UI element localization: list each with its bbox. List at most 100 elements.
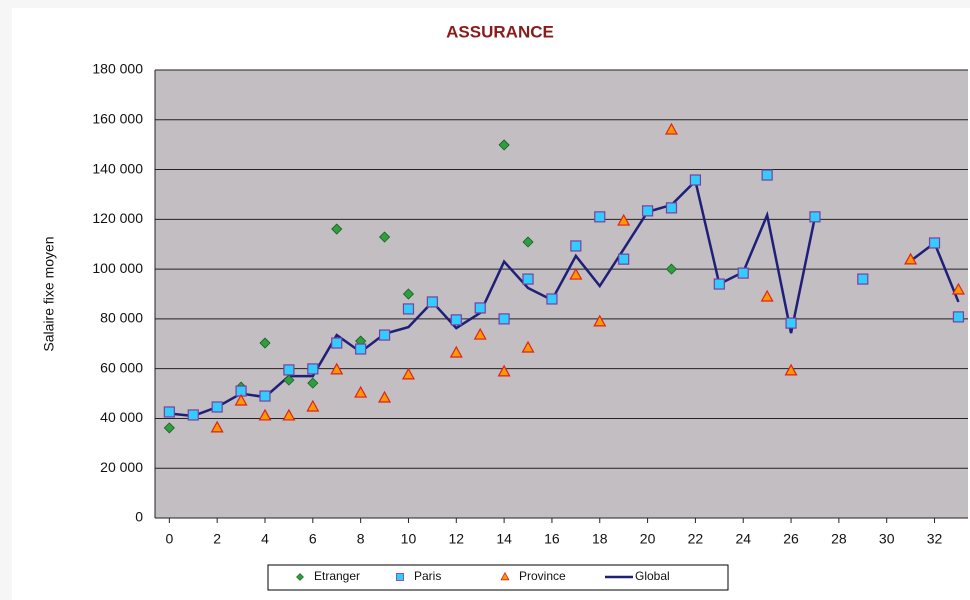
marker bbox=[665, 202, 678, 214]
x-tick-label: 0 bbox=[165, 531, 173, 547]
legend-box bbox=[267, 564, 729, 591]
marker bbox=[594, 211, 606, 223]
marker bbox=[307, 377, 319, 389]
marker bbox=[210, 420, 224, 433]
y-axis-label: Salaire fixe moyen bbox=[41, 236, 57, 351]
marker bbox=[331, 223, 343, 235]
marker bbox=[617, 213, 631, 226]
marker bbox=[569, 267, 583, 280]
y-tick-label: 0 bbox=[135, 509, 143, 525]
x-tick-label: 32 bbox=[927, 531, 943, 547]
marker bbox=[474, 302, 486, 314]
marker bbox=[664, 122, 679, 135]
marker bbox=[259, 390, 271, 402]
marker bbox=[522, 273, 534, 285]
legend-swatch bbox=[396, 573, 404, 581]
marker bbox=[904, 252, 918, 265]
marker bbox=[378, 231, 391, 243]
marker bbox=[760, 289, 774, 302]
marker bbox=[570, 240, 582, 252]
x-tick-label: 8 bbox=[357, 531, 365, 547]
marker bbox=[354, 385, 368, 398]
x-tick-label: 6 bbox=[309, 531, 317, 547]
marker bbox=[618, 253, 630, 265]
marker bbox=[546, 293, 558, 305]
marker bbox=[497, 364, 511, 377]
legend-label: Global bbox=[635, 569, 670, 583]
x-tick-label: 12 bbox=[448, 531, 464, 547]
marker bbox=[163, 422, 175, 434]
legend-label: Etranger bbox=[314, 569, 360, 583]
marker bbox=[952, 311, 965, 323]
marker bbox=[857, 273, 869, 285]
marker bbox=[498, 139, 510, 151]
x-tick-label: 2 bbox=[213, 531, 221, 547]
x-tick-label: 30 bbox=[879, 531, 895, 547]
marker bbox=[282, 408, 296, 421]
marker bbox=[761, 169, 773, 181]
marker bbox=[498, 313, 510, 325]
marker bbox=[307, 363, 319, 375]
x-tick-label: 26 bbox=[783, 531, 799, 547]
y-tick-label: 60 000 bbox=[100, 359, 143, 375]
x-tick-label: 24 bbox=[735, 531, 751, 547]
marker bbox=[163, 406, 175, 418]
y-tick-label: 160 000 bbox=[92, 110, 143, 126]
x-tick-label: 14 bbox=[496, 531, 512, 547]
marker bbox=[402, 303, 415, 315]
marker bbox=[522, 236, 534, 248]
marker bbox=[283, 374, 295, 386]
marker bbox=[401, 367, 415, 380]
x-tick-label: 10 bbox=[401, 531, 417, 547]
y-tick-label: 120 000 bbox=[92, 210, 143, 226]
x-tick-label: 22 bbox=[688, 531, 704, 547]
y-tick-label: 140 000 bbox=[92, 160, 143, 176]
marker bbox=[330, 362, 344, 375]
marker bbox=[187, 409, 199, 421]
marker bbox=[378, 329, 391, 341]
marker bbox=[355, 343, 367, 355]
x-tick-label: 4 bbox=[261, 531, 269, 547]
marker bbox=[450, 314, 462, 326]
x-tick-label: 28 bbox=[831, 531, 847, 547]
y-tick-label: 80 000 bbox=[100, 310, 143, 326]
marker bbox=[641, 205, 654, 217]
marker bbox=[784, 363, 798, 376]
chart-title: ASSURANCE bbox=[446, 22, 554, 41]
marker bbox=[283, 364, 295, 376]
marker bbox=[713, 278, 725, 290]
marker bbox=[473, 327, 487, 340]
marker bbox=[521, 340, 535, 353]
y-tick-label: 40 000 bbox=[100, 409, 143, 425]
marker bbox=[737, 267, 749, 279]
marker bbox=[259, 337, 271, 349]
y-tick-label: 100 000 bbox=[92, 260, 143, 276]
legend-label: Paris bbox=[414, 569, 441, 583]
y-tick-label: 20 000 bbox=[100, 459, 143, 475]
marker bbox=[785, 317, 797, 329]
x-tick-label: 20 bbox=[640, 531, 656, 547]
marker bbox=[593, 314, 607, 327]
marker bbox=[306, 399, 320, 412]
legend-label: Province bbox=[519, 569, 566, 583]
x-tick-label: 18 bbox=[592, 531, 608, 547]
marker bbox=[378, 390, 392, 403]
x-tick-label: 16 bbox=[544, 531, 560, 547]
marker bbox=[809, 211, 821, 223]
marker bbox=[331, 337, 343, 349]
marker bbox=[402, 288, 415, 300]
marker bbox=[234, 393, 248, 406]
legend-swatch bbox=[296, 573, 304, 581]
marker bbox=[689, 174, 702, 186]
plot-area bbox=[155, 70, 968, 518]
marker bbox=[449, 345, 463, 358]
marker bbox=[928, 237, 941, 249]
marker bbox=[951, 282, 965, 295]
marker bbox=[426, 296, 438, 308]
marker bbox=[665, 263, 678, 275]
y-tick-label: 180 000 bbox=[92, 61, 143, 77]
marker bbox=[211, 401, 223, 413]
legend-swatch bbox=[500, 571, 510, 581]
marker bbox=[258, 408, 272, 421]
